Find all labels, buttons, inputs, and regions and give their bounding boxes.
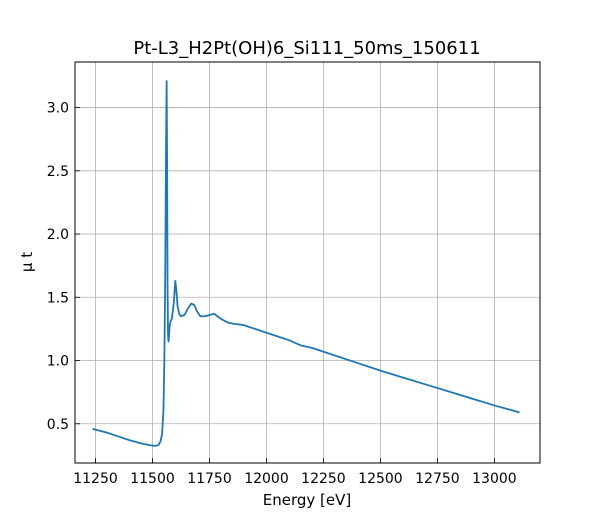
x-tick-label: 11750 — [187, 471, 232, 487]
series-line — [92, 80, 520, 447]
x-tick-label: 12500 — [358, 471, 403, 487]
x-tick-label: 11250 — [73, 471, 118, 487]
y-tick-label: 1.5 — [47, 290, 69, 306]
x-axis-label: Energy [eV] — [263, 491, 351, 509]
grid — [75, 62, 540, 463]
y-tick-label: 0.5 — [47, 417, 69, 433]
x-tick-label: 11500 — [130, 471, 175, 487]
x-tick-label: 12750 — [415, 471, 460, 487]
plot-frame — [74, 61, 541, 464]
y-tick-label: 2.5 — [47, 164, 69, 180]
chart-title: Pt-L3_H2Pt(OH)6_Si111_50ms_150611 — [133, 38, 480, 59]
y-tick-label: 3.0 — [47, 101, 69, 117]
y-axis-label: μ t — [18, 252, 36, 272]
axis-ticks: 11250 11500 11750 12000 12250 12500 12750 13000… — [47, 101, 517, 487]
x-tick-label: 12000 — [244, 471, 289, 487]
x-tick-label: 12250 — [301, 471, 346, 487]
series-layer — [92, 80, 520, 447]
x-tick-label: 13000 — [472, 471, 517, 487]
y-tick-label: 1.0 — [47, 354, 69, 370]
y-tick-label: 2.0 — [47, 227, 69, 243]
